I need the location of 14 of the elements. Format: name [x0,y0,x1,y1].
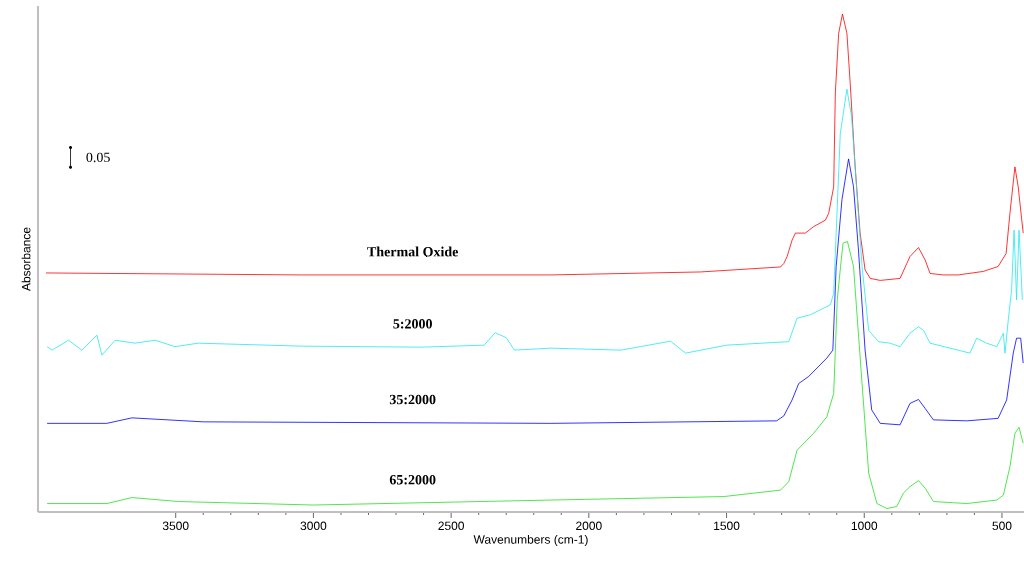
series-label: Thermal Oxide [367,246,459,257]
y-axis-title: Absorbance [21,227,31,291]
x-tick-label: 3000 [300,521,327,531]
x-tick-label: 2000 [576,521,602,531]
x-axis-title: Wavenumbers (cm-1) [473,534,588,547]
x-tick-label: 1500 [714,521,740,531]
x-tick-label: 2500 [438,521,464,531]
x-tick-label: 1000 [851,521,878,531]
x-tick-label: 3500 [162,521,189,531]
annotation: 0.05 [86,152,110,163]
series-label: 65:2000 [389,474,436,485]
x-tick-label: 500 [992,521,1012,531]
series-label: 5:2000 [393,319,432,329]
series-label: 35:2000 [389,394,436,405]
